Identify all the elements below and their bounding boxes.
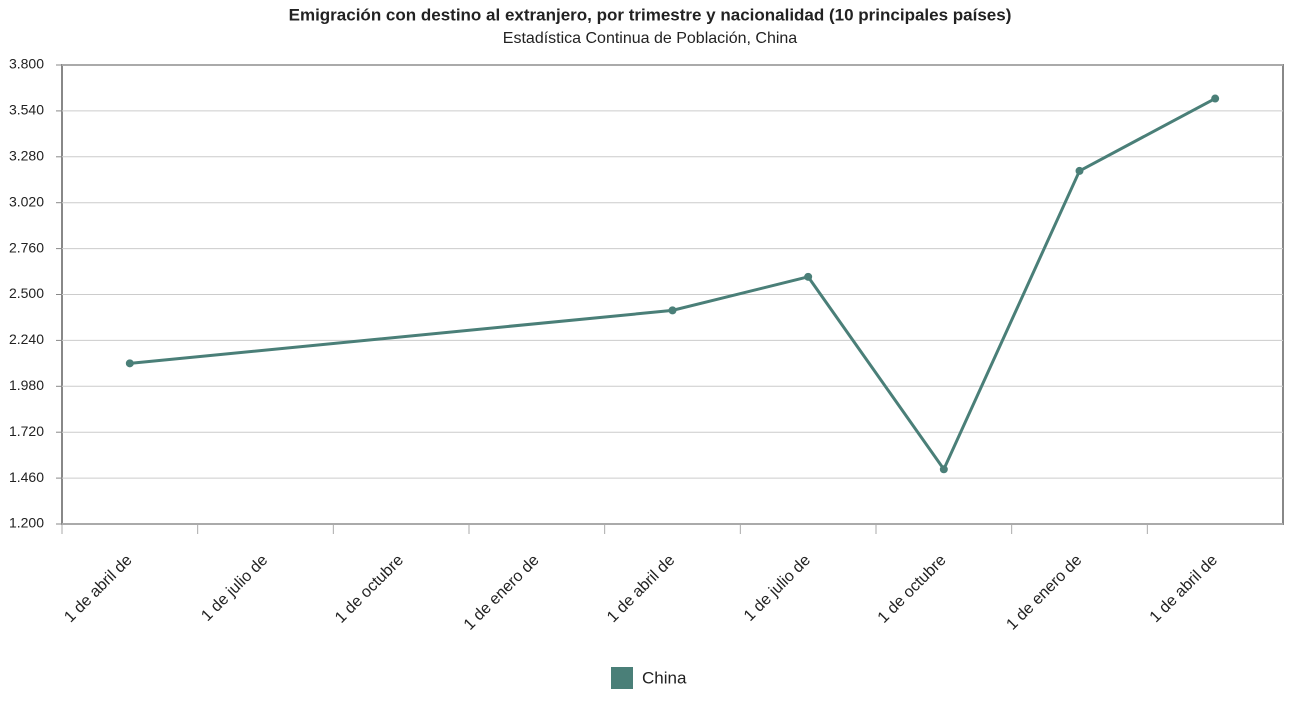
y-tick-label: 1.460 [9, 469, 44, 485]
y-tick-label: 1.200 [9, 515, 44, 531]
data-point [125, 359, 134, 368]
chart-subtitle: Estadística Continua de Población, China [503, 30, 798, 47]
data-point [804, 272, 813, 281]
x-tick-label: 1 de octubre [332, 552, 407, 627]
x-tick-label: 1 de julio de [741, 552, 814, 625]
y-tick-label: 1.720 [9, 423, 44, 439]
x-tick-label: 1 de abril de [61, 552, 135, 626]
data-point [939, 465, 948, 474]
legend-label: China [642, 668, 687, 687]
x-tick-label: 1 de julio de [198, 552, 271, 625]
series-line [129, 97, 1216, 473]
chart-title: Emigración con destino al extranjero, po… [289, 5, 1012, 24]
x-tick-label: 1 de abril de [604, 552, 678, 626]
x-tick-label: 1 de enero de [461, 552, 543, 634]
y-tick-label: 3.540 [9, 102, 44, 118]
y-tick-label: 3.800 [9, 56, 44, 72]
y-tick-label: 3.020 [9, 193, 44, 209]
y-tick-label: 1.980 [9, 377, 44, 393]
y-tick-label: 2.240 [9, 331, 44, 347]
x-tick-label: 1 de octubre [875, 552, 950, 627]
x-tick-label: 1 de abril de [1147, 552, 1221, 626]
y-tick-label: 2.500 [9, 285, 44, 301]
data-point [1075, 166, 1084, 175]
x-tick-label: 1 de enero de [1003, 552, 1085, 634]
data-point [668, 306, 677, 315]
data-point [1211, 94, 1220, 103]
y-tick-label: 2.760 [9, 239, 44, 255]
y-tick-label: 3.280 [9, 148, 44, 164]
legend-swatch [611, 667, 633, 689]
